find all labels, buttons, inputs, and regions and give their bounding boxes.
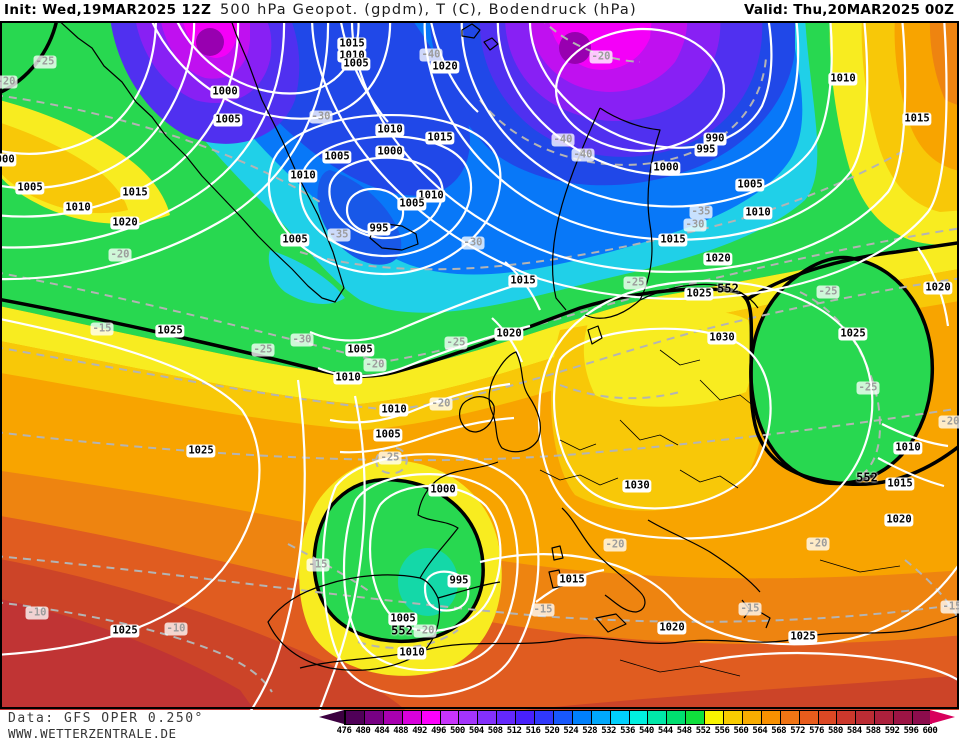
legend-segment (552, 711, 573, 724)
legend-segment (477, 711, 498, 724)
legend-value: 492 (412, 726, 427, 736)
legend-value: 500 (450, 726, 465, 736)
legend-segment (515, 711, 535, 724)
legend-bar (344, 710, 932, 725)
legend-value: 556 (714, 726, 730, 736)
legend-segment (666, 711, 687, 724)
legend-value: 516 (525, 726, 541, 736)
legend-value: 548 (676, 726, 692, 736)
map-title: 500 hPa Geopot. (gpdm), T (C), Bodendruc… (220, 2, 637, 18)
legend-segment (496, 711, 517, 724)
legend-segment (760, 711, 781, 724)
legend-segment (420, 711, 441, 724)
legend-value: 592 (884, 726, 900, 736)
temperature-fill-layer (0, 21, 959, 710)
legend-segment (874, 711, 895, 724)
legend-value: 512 (506, 726, 522, 736)
legend-value: 484 (374, 726, 390, 736)
legend-value: 520 (544, 726, 560, 736)
legend-value: 560 (733, 726, 749, 736)
legend-segment (458, 711, 479, 724)
legend-value: 488 (393, 726, 409, 736)
legend-value: 536 (620, 726, 635, 736)
legend-value: 584 (846, 726, 862, 736)
legend-segment (401, 711, 422, 724)
legend-segment (628, 711, 649, 724)
legend-segment (439, 711, 460, 724)
legend-value: 588 (865, 726, 881, 736)
legend-segment (893, 711, 913, 724)
legend-left-arrow-icon (319, 710, 344, 724)
legend-segment (345, 711, 365, 724)
valid-time-label: Valid: Thu,20MAR2025 00Z (744, 2, 955, 18)
legend-segment (647, 711, 668, 724)
legend-value: 572 (790, 726, 805, 736)
legend-segment (571, 711, 592, 724)
legend-segment (798, 711, 819, 724)
legend-value: 600 (922, 726, 938, 736)
footer-bar: Data: GFS OPER 0.250° WWW.WETTERZENTRALE… (0, 710, 959, 741)
legend-value: 480 (355, 726, 371, 736)
legend-segment (723, 711, 743, 724)
legend-segment (534, 711, 554, 724)
legend-segment (685, 711, 706, 724)
legend-value: 508 (487, 726, 503, 736)
legend-right-arrow-icon (930, 710, 955, 724)
legend-value: 524 (563, 726, 579, 736)
legend-segment (590, 711, 611, 724)
init-time-label: Init: Wed,19MAR2025 12Z (4, 2, 212, 18)
legend-value: 544 (657, 726, 673, 736)
weather-map-canvas (0, 21, 959, 710)
legend-segment (382, 711, 403, 724)
website-label: WWW.WETTERZENTRALE.DE (8, 726, 177, 741)
legend-value: 504 (468, 726, 484, 736)
legend-value: 580 (828, 726, 843, 736)
legend-segment (704, 711, 724, 724)
legend-segment (817, 711, 838, 724)
legend-segment (609, 711, 630, 724)
legend-value: 568 (771, 726, 787, 736)
legend-segment (779, 711, 800, 724)
legend-value: 552 (695, 726, 711, 736)
data-source-label: Data: GFS OPER 0.250° (8, 711, 204, 726)
header-bar: Init: Wed,19MAR2025 12Z 500 hPa Geopot. … (0, 0, 959, 21)
legend-values: 476 480 484 488 492 496 500 504 508 512 516 520 524 5… (337, 726, 944, 738)
legend-value: 540 (639, 726, 654, 736)
map-border (0, 21, 959, 709)
legend-segment (741, 711, 762, 724)
legend-value: 496 (431, 726, 446, 736)
legend-value: 528 (582, 726, 598, 736)
map-area (0, 21, 959, 710)
legend-segment (855, 711, 876, 724)
legend-value: 596 (903, 726, 919, 736)
legend-segment (363, 711, 384, 724)
legend-segment (912, 711, 932, 724)
legend-value: 532 (601, 726, 616, 736)
legend-value: 476 (336, 726, 352, 736)
legend-value: 564 (752, 726, 768, 736)
legend-value: 576 (809, 726, 824, 736)
legend-segment (836, 711, 857, 724)
